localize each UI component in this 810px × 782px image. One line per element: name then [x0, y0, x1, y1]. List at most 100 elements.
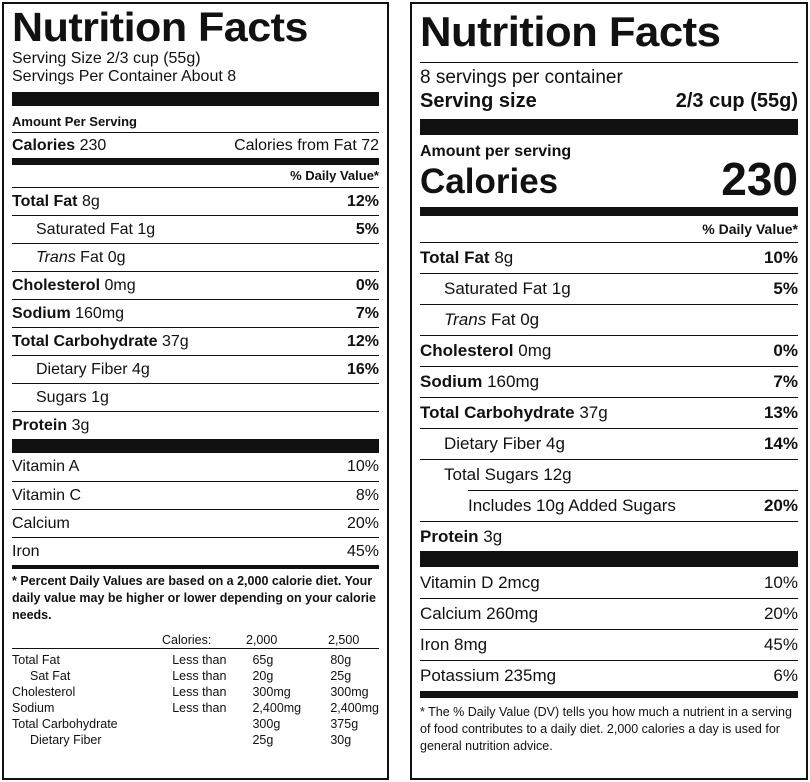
- left-dv-header: % Daily Value*: [290, 168, 379, 183]
- vitamin-name: Vitamin D 2mcg: [420, 572, 540, 592]
- left-nutrient-row: Cholesterol 0mg 0%: [12, 271, 379, 299]
- footnote-table-row: Total Fat Less than 65g 80g: [12, 652, 379, 668]
- right-serving-size-row: Serving size 2/3 cup (55g): [420, 89, 798, 113]
- thick-divider: [12, 439, 379, 453]
- left-nutrient-row: Total Carbohydrate 37g 12%: [12, 327, 379, 355]
- nutrient-amount: 8g: [494, 248, 514, 267]
- nutrient-name: Cholesterol: [12, 276, 101, 294]
- left-nutrient-row: Saturated Fat 1g 5%: [12, 215, 379, 243]
- left-nutrient-row: Trans Fat 0g: [12, 243, 379, 271]
- footnote-cell: Calories:: [162, 633, 212, 647]
- nutrient-name: Sugars: [36, 388, 87, 406]
- nutrient-name: Total Carbohydrate: [12, 332, 158, 350]
- nutrient-dv: 13%: [763, 403, 798, 422]
- nutrient-name: Total Fat: [420, 248, 490, 267]
- nutrient-name: Cholesterol: [420, 341, 514, 360]
- right-nutrient-row: Cholesterol 0mg 0%: [420, 335, 798, 366]
- right-servings-per-container: 8 servings per container: [420, 67, 623, 88]
- footnote-cell: 300g: [252, 717, 281, 731]
- vitamin-name: Iron 8mg: [420, 635, 488, 654]
- nutrient-dv: 7%: [773, 372, 798, 391]
- nutrient-dv: 16%: [346, 360, 379, 378]
- right-nutrient-row: Dietary Fiber 4g 14%: [420, 428, 798, 459]
- thick-divider: [420, 551, 798, 567]
- left-nutrient-row: Sodium 160mg 7%: [12, 299, 379, 327]
- nutrient-dv: 10%: [763, 248, 798, 267]
- footnote-cell: 375g: [330, 717, 359, 731]
- footnote-cell: 30g: [330, 733, 352, 747]
- left-nutrient-row: Dietary Fiber 4g 16%: [12, 355, 379, 383]
- left-footnote-table-header: Calories: 2,000 2,500: [12, 632, 379, 649]
- nutrient-amount: 1g: [551, 279, 571, 298]
- footnote-cell: 65g: [252, 653, 274, 667]
- nutrient-name: Sodium: [420, 372, 483, 391]
- calories-label: Calories: [420, 162, 559, 201]
- nutrient-dv: 12%: [346, 332, 379, 350]
- left-servings-per-container: Servings Per Container About 8: [12, 68, 237, 85]
- left-nutrient-row: Sugars 1g: [12, 383, 379, 411]
- thick-divider: [420, 119, 798, 135]
- left-calories-row: Calories 230 Calories from Fat 72: [12, 132, 379, 158]
- footnote-cell: [172, 716, 252, 732]
- footnote-cell: Total Carbohydrate: [12, 717, 118, 731]
- serving-size-label: Serving size: [420, 90, 537, 112]
- footnote-cell: 2,500: [328, 633, 360, 647]
- right-vitamin-row: Vitamin D 2mcg 10%: [420, 567, 798, 598]
- vitamin-dv: 20%: [346, 514, 379, 532]
- footnote-cell: Sodium: [12, 701, 55, 715]
- nutrient-name: Protein: [12, 416, 68, 434]
- footnote-cell: Less than: [172, 701, 227, 715]
- right-nutrient-row: Trans Fat 0g: [420, 304, 798, 335]
- left-nutrient-row: Protein 3g: [12, 411, 379, 439]
- left-footnote: * Percent Daily Values are based on a 2,…: [12, 574, 376, 622]
- medium-divider: [420, 207, 798, 216]
- footnote-table-row: Sodium Less than 2,400mg 2,400mg: [12, 700, 379, 716]
- right-dv-header: % Daily Value*: [702, 221, 798, 237]
- nutrient-name: Trans: [444, 310, 487, 329]
- right-nutrient-row: Saturated Fat 1g 5%: [420, 273, 798, 304]
- footnote-table-row: Cholesterol Less than 300mg 300mg: [12, 684, 379, 700]
- footnote-cell: Dietary Fiber: [30, 733, 102, 747]
- left-vitamin-row: Vitamin A 10%: [12, 453, 379, 481]
- nutrient-amount: 37g: [579, 403, 608, 422]
- nutrient-amount: Fat 0g: [490, 310, 540, 329]
- nutrient-dv: 7%: [355, 304, 379, 322]
- vitamin-dv: 45%: [763, 635, 798, 654]
- nutrient-name: Sodium: [12, 304, 71, 322]
- left-nutrient-row: Total Fat 8g 12%: [12, 187, 379, 215]
- left-vitamin-row: Calcium 20%: [12, 509, 379, 537]
- nutrient-name: Includes 10g Added Sugars: [468, 496, 676, 515]
- nutrient-amount: 0mg: [104, 276, 136, 294]
- left-amount-per-serving: Amount Per Serving: [12, 114, 137, 129]
- vitamin-name: Vitamin C: [12, 486, 82, 504]
- nutrient-dv: 5%: [773, 279, 798, 298]
- left-title: Nutrition Facts: [12, 4, 308, 50]
- right-nutrient-row: Total Fat 8g 10%: [420, 242, 798, 273]
- footnote-table-row: Dietary Fiber 25g 30g: [12, 732, 379, 748]
- right-nutrient-row: Total Carbohydrate 37g 13%: [420, 397, 798, 428]
- left-calories-from-fat: Calories from Fat 72: [234, 136, 379, 154]
- nutrient-amount: 160mg: [75, 304, 125, 322]
- nutrient-dv: 5%: [355, 220, 379, 238]
- footnote-table-row: Total Carbohydrate 300g 375g: [12, 716, 379, 732]
- nutrient-name: Total Carbohydrate: [420, 403, 575, 422]
- footnote-cell: 25g: [330, 669, 352, 683]
- footnote-cell: 20g: [252, 669, 274, 683]
- nutrient-name: Trans: [36, 248, 76, 266]
- right-title: Nutrition Facts: [420, 8, 721, 55]
- vitamin-dv: 20%: [763, 604, 798, 623]
- footnote-cell: 2,400mg: [330, 701, 379, 715]
- footnote-cell: Less than: [172, 685, 227, 699]
- footnote-cell: Cholesterol: [12, 685, 76, 699]
- right-vitamin-row: Iron 8mg 45%: [420, 629, 798, 660]
- nutrient-name: Saturated Fat: [444, 279, 548, 298]
- nutrient-amount: 1g: [137, 220, 156, 238]
- old-nutrition-label: Nutrition Facts Serving Size 2/3 cup (55…: [2, 2, 389, 780]
- footnote-table-row: Sat Fat Less than 20g 25g: [12, 668, 379, 684]
- nutrient-amount: 4g: [546, 434, 565, 453]
- calories-value: 230: [721, 153, 798, 205]
- footnote-cell: Total Fat: [12, 653, 60, 667]
- right-nutrient-row: Includes 10g Added Sugars 20%: [468, 490, 798, 521]
- nutrient-dv: 0%: [355, 276, 379, 294]
- right-nutrient-row: Total Sugars 12g: [420, 459, 798, 490]
